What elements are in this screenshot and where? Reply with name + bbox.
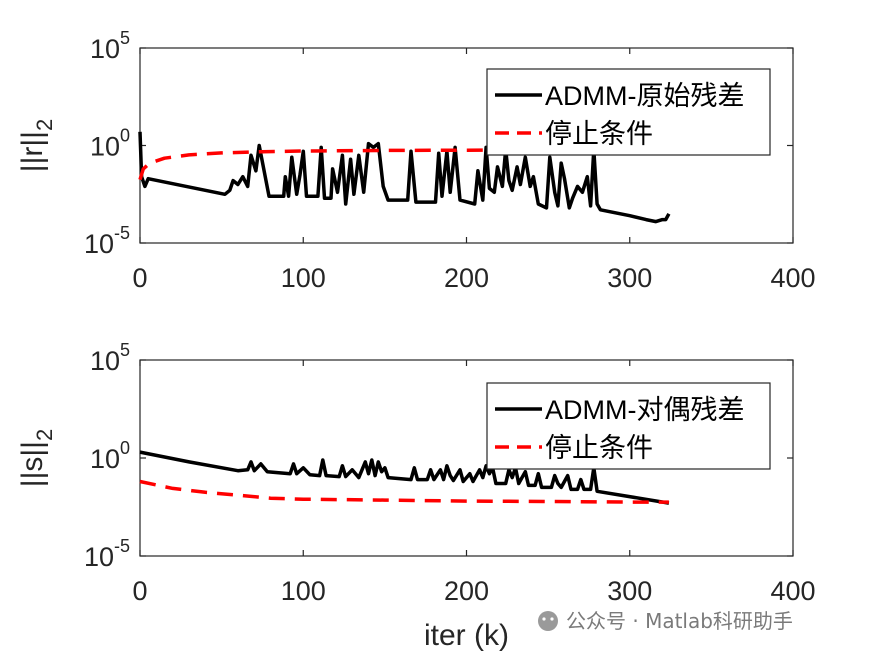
x-tick-label: 100 bbox=[281, 576, 326, 606]
series-line-1 bbox=[138, 131, 671, 224]
legend-box bbox=[486, 68, 771, 156]
y-axis-label: ||s||2 bbox=[16, 429, 57, 487]
y-tick-label: 10-5 bbox=[84, 223, 130, 259]
y-tick-label: 105 bbox=[90, 340, 130, 376]
x-tick-label: 300 bbox=[607, 263, 652, 293]
x-tick-label: 100 bbox=[281, 263, 326, 293]
x-tick-label: 400 bbox=[770, 576, 815, 606]
x-tick-label: 200 bbox=[444, 576, 489, 606]
legend-box bbox=[486, 382, 771, 470]
legend-entry-2: 停止条件 bbox=[545, 433, 653, 463]
subplot-2: 0 100 200 300 400 10-5 100 105 ||s||2 iter (k) ADM… bbox=[16, 340, 816, 652]
legend-entry-1: ADMM-对偶残差 bbox=[545, 395, 744, 425]
legend-entry-1: ADMM-原始残差 bbox=[545, 81, 744, 111]
wechat-icon-eye bbox=[542, 617, 546, 621]
x-tick-label: 0 bbox=[132, 263, 147, 293]
x-axis-label: iter (k) bbox=[424, 619, 509, 652]
y-tick-label: 100 bbox=[90, 438, 130, 474]
y-axis-label: ||r||2 bbox=[16, 119, 57, 172]
wechat-icon-eye bbox=[550, 617, 554, 621]
wechat-icon bbox=[538, 611, 558, 631]
subplot-1: 0 100 200 300 400 10-5 100 105 ||r||2 ADMM-原始残差停止… bbox=[16, 28, 816, 293]
y-tick-label: 10-5 bbox=[84, 536, 130, 572]
watermark: 公众号 · Matlab科研助手 bbox=[538, 609, 793, 633]
x-tick-label: 300 bbox=[607, 576, 652, 606]
series-line-2 bbox=[139, 479, 669, 504]
watermark-text: 公众号 · Matlab科研助手 bbox=[566, 609, 793, 633]
y-tick-label: 100 bbox=[90, 126, 130, 162]
y-tick-label: 105 bbox=[90, 28, 130, 64]
x-tick-label: 200 bbox=[444, 263, 489, 293]
x-tick-label: 0 bbox=[132, 576, 147, 606]
x-tick-label: 400 bbox=[770, 263, 815, 293]
series-line-1 bbox=[139, 450, 670, 505]
legend-entry-2: 停止条件 bbox=[545, 119, 653, 149]
